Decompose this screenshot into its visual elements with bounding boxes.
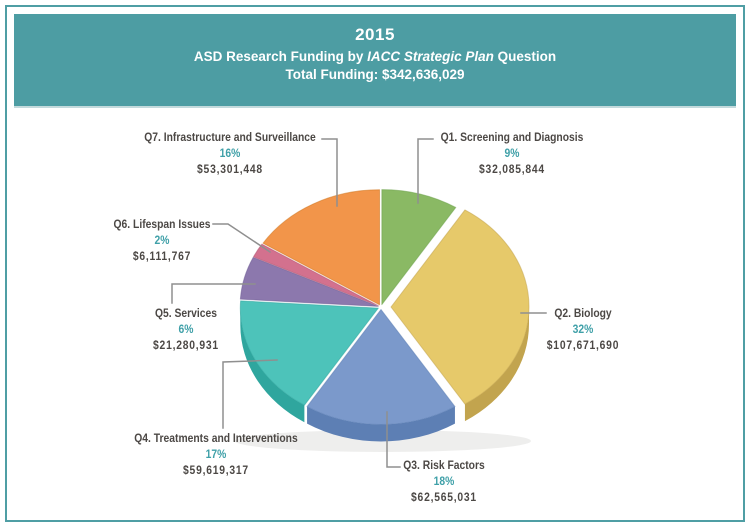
pie-slice-q5[interactable] — [239, 256, 379, 307]
callout-q7: Q7. Infrastructure and Surveillance 16% … — [127, 130, 333, 177]
callout-q6-percent: 2% — [154, 233, 170, 247]
callout-q5-amount: $21,280,931 — [153, 338, 219, 352]
callout-q2-percent: 32% — [572, 322, 594, 336]
pie-slice-q4-side — [240, 308, 305, 423]
header-year: 2015 — [355, 25, 395, 44]
callout-q3: Q3. Risk Factors 18% $62,565,031 — [341, 458, 547, 505]
callout-q1-label: Q1. Screening and Diagnosis — [440, 130, 584, 144]
callout-q6-label: Q6. Lifespan Issues — [113, 217, 211, 231]
header-banner: 2015 ASD Research Funding by IACC Strate… — [14, 14, 736, 108]
callout-q7-percent: 16% — [219, 146, 241, 160]
header-subtitle: ASD Research Funding by IACC Strategic P… — [14, 49, 736, 64]
callout-q5: Q5. Services 6% $21,280,931 — [83, 306, 289, 353]
callout-q2-amount: $107,671,690 — [546, 338, 620, 352]
leader-line-q7 — [321, 138, 338, 207]
callout-q4: Q4. Treatments and Interventions 17% $59… — [113, 431, 319, 478]
leader-line-q3 — [386, 411, 401, 468]
header-subtitle-suffix: Question — [493, 49, 557, 64]
pie-slice-q6[interactable] — [253, 243, 379, 307]
pie-slice-q2-side — [464, 307, 529, 422]
callout-q1: Q1. Screening and Diagnosis 9% $32,085,8… — [409, 130, 615, 177]
header-total-funding: Total Funding: $342,636,029 — [285, 67, 465, 82]
pie-top-faces — [239, 189, 530, 425]
callout-q6: Q6. Lifespan Issues 2% $6,111,767 — [59, 217, 265, 264]
pie-slice-q7[interactable] — [262, 189, 381, 306]
callout-q4-percent: 17% — [205, 447, 227, 461]
leader-line-q6 — [212, 223, 272, 254]
callout-q6-amount: $6,111,767 — [132, 249, 192, 263]
callout-q4-label: Q4. Treatments and Interventions — [134, 431, 298, 445]
callout-q7-amount: $53,301,448 — [197, 162, 263, 176]
leader-line-q4 — [222, 359, 278, 429]
leader-line-q1 — [417, 138, 434, 204]
callout-q3-amount: $62,565,031 — [411, 490, 477, 504]
header-subtitle-italic: IACC Strategic Plan — [367, 49, 494, 64]
pie-slice-q3[interactable] — [306, 309, 456, 425]
pie-slice-q2[interactable] — [390, 209, 530, 405]
callout-q7-label: Q7. Infrastructure and Surveillance — [144, 130, 316, 144]
callout-q3-percent: 18% — [433, 474, 455, 488]
pie-slice-q3-side — [307, 406, 455, 442]
pie-side-walls — [240, 307, 529, 442]
pie-slice-q1[interactable] — [381, 189, 457, 306]
header-subtitle-prefix: ASD Research Funding by — [193, 49, 368, 64]
callout-q5-label: Q5. Services — [155, 306, 217, 320]
callout-q5-percent: 6% — [178, 322, 194, 336]
callout-q2-label: Q2. Biology — [554, 306, 612, 320]
callout-q1-percent: 9% — [504, 146, 520, 160]
callout-q2: Q2. Biology 32% $107,671,690 — [480, 306, 686, 353]
callout-q4-amount: $59,619,317 — [183, 463, 249, 477]
leader-line-q5 — [171, 283, 256, 304]
callout-q3-label: Q3. Risk Factors — [403, 458, 485, 472]
callout-q1-amount: $32,085,844 — [479, 162, 545, 176]
